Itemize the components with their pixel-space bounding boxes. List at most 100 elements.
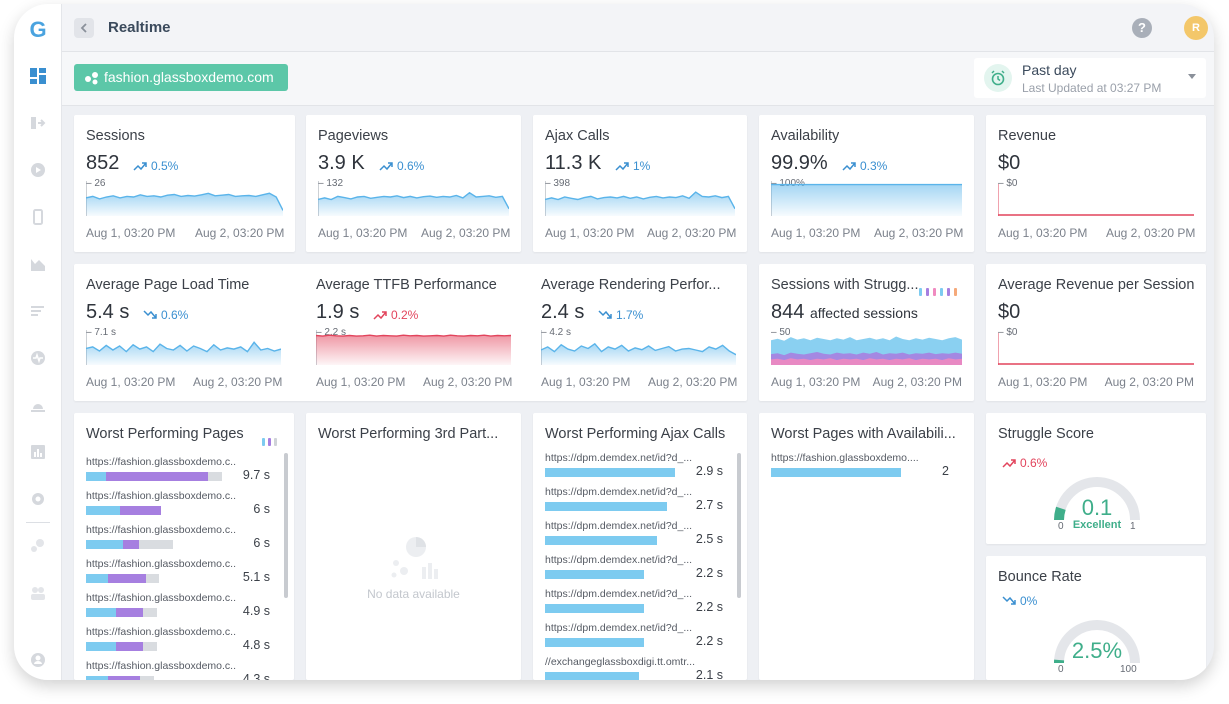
- struggle-layer: [771, 358, 962, 365]
- page-url[interactable]: https://fashion.glassboxdemo.c...: [86, 660, 236, 672]
- worst-ajax-card[interactable]: Worst Performing Ajax Calls https://dpm.…: [533, 413, 747, 680]
- x-end: Aug 2, 03:20 PM: [195, 226, 285, 240]
- bar-segment-other: [145, 574, 160, 583]
- dashboard-icon[interactable]: [30, 68, 46, 84]
- page-load-value: 6 s: [253, 536, 270, 550]
- kpi-value: $0: [998, 301, 1021, 323]
- row-value: 2.2 s: [695, 566, 723, 580]
- account-icon[interactable]: [30, 652, 46, 668]
- legend-swatch: [262, 438, 265, 446]
- help-icon[interactable]: ?: [1132, 18, 1152, 38]
- value-bar: [545, 502, 668, 511]
- sidebar-divider: [26, 522, 50, 523]
- card-title: Struggle Score: [998, 426, 1094, 442]
- analytics-icon[interactable]: [30, 256, 46, 272]
- worst-pages-card[interactable]: Worst Performing Pages https://fashion.g…: [74, 413, 294, 680]
- avg-revenue-card[interactable]: Average Revenue per Session $0 – $0 Aug …: [986, 264, 1206, 401]
- page-url[interactable]: https://fashion.glassboxdemo.c...: [86, 592, 236, 604]
- delta: 0.6%: [143, 308, 188, 322]
- performance-card: Average Page Load Time 5.4 s 0.6% – 7.1 s Au…: [74, 264, 747, 401]
- bounce-rate-card[interactable]: Bounce Rate 0% 2.5% 0 100: [986, 556, 1206, 680]
- max-value: 7.1 s: [94, 327, 117, 338]
- bar-segment-network: [86, 540, 123, 549]
- value-bar: [545, 468, 675, 477]
- bar-segment-other: [208, 472, 222, 481]
- play-session-icon[interactable]: [30, 162, 46, 178]
- alarm-clock-icon: [984, 64, 1012, 92]
- legend-swatch: [268, 438, 271, 446]
- app-window: G Realtime ? R fashion.glassboxdemo.com: [14, 4, 1214, 680]
- gauge-max: 100: [1120, 664, 1137, 675]
- gauge-min: 0: [1058, 521, 1064, 532]
- empty-state: No data available: [367, 587, 460, 601]
- row-url[interactable]: https://dpm.demdex.net/id?d_...: [545, 520, 693, 532]
- gauge-value: 2.5%: [1071, 638, 1123, 663]
- avatar[interactable]: R: [1184, 16, 1208, 40]
- series-area: [86, 342, 281, 365]
- scrollbar[interactable]: [284, 453, 288, 598]
- row-url[interactable]: //exchangeglassboxdigi.tt.omtr...: [545, 656, 695, 668]
- worst-3rd-party-card[interactable]: Worst Performing 3rd Part... No data ava…: [306, 413, 521, 680]
- alert-icon[interactable]: [30, 397, 46, 413]
- page-url[interactable]: https://fashion.glassboxdemo.c...: [86, 456, 236, 468]
- page-url[interactable]: https://fashion.glassboxdemo.c...: [86, 558, 236, 570]
- stacked-bar: [86, 574, 222, 583]
- reports-icon[interactable]: [30, 444, 46, 460]
- row-value: 2.7 s: [695, 498, 723, 512]
- page-load-value: 6 s: [253, 502, 270, 516]
- metric-card-pageviews[interactable]: Pageviews 3.9 K 0.6% – 132 Aug 1, 03:20 PM Au…: [306, 115, 521, 252]
- delta: 0.6%: [379, 159, 424, 173]
- page-url[interactable]: https://fashion.glassboxdemo.c...: [86, 524, 236, 536]
- sparkline-chart: [86, 330, 281, 365]
- metric-card-revenue[interactable]: Revenue $0– $0 Aug 1, 03:20 PM Aug 2, 03:20…: [986, 115, 1206, 252]
- max-value: 4.2 s: [549, 327, 572, 338]
- card-title: Worst Performing 3rd Part...: [318, 426, 499, 442]
- gauge-max: 1: [1130, 521, 1136, 532]
- row-url[interactable]: https://dpm.demdex.net/id?d_...: [545, 554, 693, 566]
- monitor-icon[interactable]: [30, 350, 46, 366]
- site-selector[interactable]: fashion.glassboxdemo.com: [74, 64, 288, 91]
- mobile-icon[interactable]: [30, 209, 46, 225]
- glassbox-logo[interactable]: G: [29, 17, 47, 42]
- scrollbar[interactable]: [737, 453, 741, 598]
- kpi-suffix: affected sessions: [809, 305, 918, 321]
- worst-availability-card[interactable]: Worst Pages with Availabili... https://f…: [759, 413, 974, 680]
- bar-segment-network: [86, 608, 116, 617]
- delta-value: 0%: [1020, 594, 1038, 608]
- journey-icon[interactable]: [30, 115, 46, 131]
- users-icon[interactable]: [30, 585, 46, 601]
- page-url[interactable]: https://fashion.glassboxdemo.c...: [86, 626, 236, 638]
- bar-segment-render: [106, 472, 209, 481]
- sidebar: G: [14, 4, 62, 680]
- legend-swatch: [274, 438, 277, 446]
- kpi-value: 99.9%: [771, 152, 828, 174]
- row-value: 2: [942, 464, 949, 478]
- series-area: [86, 193, 283, 216]
- struggle-sessions-card[interactable]: Sessions with Strugg... 844 affected ses…: [759, 264, 974, 401]
- metric-card-availability[interactable]: Availability 99.9% 0.3% – 100% Aug 1, 03:20 …: [759, 115, 974, 252]
- delta-value: 0.6%: [161, 308, 189, 322]
- list-icon[interactable]: [30, 303, 46, 319]
- row-value: 2.2 s: [695, 600, 723, 614]
- bar-segment-render: [115, 642, 144, 651]
- delta: 0.3%: [842, 159, 887, 173]
- integrations-icon[interactable]: [30, 538, 46, 554]
- page-url[interactable]: https://fashion.glassboxdemo.c...: [86, 490, 236, 502]
- row-url[interactable]: https://dpm.demdex.net/id?d_...: [545, 588, 693, 600]
- x-end: Aug 2, 03:20 PM: [1106, 226, 1196, 240]
- time-range-selector[interactable]: Past day Last Updated at 03:27 PM: [974, 58, 1206, 98]
- x-start: Aug 1, 03:20 PM: [86, 375, 176, 389]
- row-url[interactable]: https://fashion.glassboxdemo....: [771, 452, 919, 464]
- x-end: Aug 2, 03:20 PM: [423, 375, 513, 389]
- row-url[interactable]: https://dpm.demdex.net/id?d_...: [545, 452, 693, 464]
- settings-icon[interactable]: [30, 491, 46, 507]
- metric-card-ajax-calls[interactable]: Ajax Calls 11.3 K 1% – 398 Aug 1, 03:20 PM Au…: [533, 115, 747, 252]
- back-button[interactable]: [74, 18, 94, 38]
- metric-card-sessions[interactable]: Sessions 852 0.5% – 26 Aug 1, 03:20 PM Aug 2,…: [74, 115, 295, 252]
- bar-segment-network: [86, 472, 107, 481]
- row-value: 2.2 s: [695, 634, 723, 648]
- struggle-score-card[interactable]: Struggle Score 0.6% 0.1 Excellent 0 1: [986, 413, 1206, 544]
- page-load-value: 9.7 s: [242, 468, 270, 482]
- row-url[interactable]: https://dpm.demdex.net/id?d_...: [545, 486, 693, 498]
- row-url[interactable]: https://dpm.demdex.net/id?d_...: [545, 622, 693, 634]
